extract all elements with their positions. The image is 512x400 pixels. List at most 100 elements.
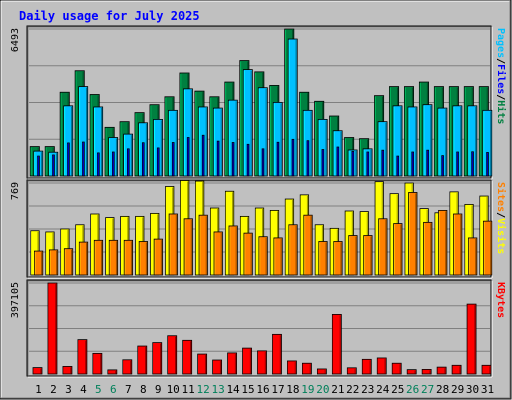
bar-pages-day-31 <box>486 152 489 177</box>
bar-sites-day-25 <box>393 223 403 276</box>
bar-sites-day-19 <box>303 214 313 276</box>
bar-sites-day-5 <box>93 239 104 276</box>
bar-kbytes-day-12 <box>197 353 208 375</box>
bar-kbytes-day-9 <box>152 342 163 375</box>
x-tick-label-day-8: 8 <box>140 383 147 396</box>
bar-kbytes-day-15 <box>242 347 252 375</box>
bar-kbytes-day-29 <box>451 364 462 375</box>
bar-pages-day-28 <box>441 155 444 177</box>
bar-sites-day-10 <box>168 213 178 276</box>
x-tick-label-day-26: 26 <box>406 383 419 396</box>
bar-kbytes-day-19 <box>302 362 312 375</box>
panel-legend: Pages/Files/Hits <box>495 28 507 124</box>
bar-pages-day-3 <box>67 142 70 177</box>
panel-legend: Sites/Visits <box>495 182 507 254</box>
bar-pages-day-21 <box>336 146 340 177</box>
bar-sites-day-14 <box>228 225 238 276</box>
bar-sites-day-29 <box>453 213 463 276</box>
bar-pages-day-8 <box>141 142 145 177</box>
x-tick-label-day-31: 31 <box>481 383 494 396</box>
x-tick-label-day-25: 25 <box>391 383 404 396</box>
bar-pages-day-10 <box>171 142 175 177</box>
x-tick-label-day-3: 3 <box>65 383 72 396</box>
bar-files-day-11 <box>183 88 193 177</box>
x-tick-label-day-21: 21 <box>331 383 344 396</box>
bar-pages-day-25 <box>396 155 400 177</box>
x-tick-label-day-28: 28 <box>436 383 449 396</box>
bar-sites-day-22 <box>348 235 358 276</box>
bar-kbytes-day-13 <box>212 359 223 375</box>
x-tick-label-day-7: 7 <box>125 383 132 396</box>
x-tick-label-day-23: 23 <box>361 383 374 396</box>
bar-kbytes-day-20 <box>316 368 327 375</box>
y-max-label: 397105 <box>10 282 21 318</box>
bar-pages-day-24 <box>381 149 385 177</box>
bar-sites-day-26 <box>408 192 418 276</box>
x-tick-label-day-24: 24 <box>376 383 390 396</box>
bar-kbytes-day-7 <box>122 359 133 375</box>
bar-kbytes-day-25 <box>391 362 402 375</box>
bar-kbytes-day-11 <box>182 339 193 375</box>
x-tick-label-day-1: 1 <box>35 383 42 396</box>
bar-sites-day-17 <box>273 237 283 276</box>
bar-kbytes-day-2 <box>47 282 58 375</box>
x-tick-label-day-16: 16 <box>256 383 269 396</box>
bar-kbytes-day-30 <box>466 303 477 375</box>
legend-separator: / <box>495 94 506 100</box>
x-tick-label-day-20: 20 <box>316 383 329 396</box>
bar-pages-day-4 <box>82 141 85 177</box>
bar-pages-day-19 <box>306 140 310 177</box>
bar-kbytes-day-3 <box>62 366 73 375</box>
bar-pages-day-15 <box>246 143 250 177</box>
x-axis-labels: 1 2 3 4 5 6 7 8 9 10 11 12 13 14 15 16 17 18 19 20 21 22 23 24 2… <box>35 383 494 396</box>
bar-sites-day-11 <box>183 218 193 276</box>
bar-kbytes-day-22 <box>346 367 357 375</box>
bar-pages-day-9 <box>156 147 160 177</box>
x-tick-label-day-18: 18 <box>286 383 299 396</box>
bar-kbytes-day-28 <box>436 366 447 375</box>
x-tick-label-day-12: 12 <box>197 383 210 396</box>
bar-pages-day-23 <box>366 151 370 177</box>
bar-sites-day-4 <box>78 241 89 276</box>
bar-kbytes-day-21 <box>331 314 342 375</box>
bar-sites-day-27 <box>423 221 433 276</box>
bar-pages-day-27 <box>426 149 429 177</box>
bar-files-day-20 <box>317 119 328 177</box>
legend-entry-pages: Pages <box>495 28 506 58</box>
bar-sites-day-31 <box>483 220 493 276</box>
legend-entry-files: Files <box>495 64 507 94</box>
bar-sites-day-8 <box>138 241 148 276</box>
x-tick-label-day-17: 17 <box>271 383 284 396</box>
bar-sites-day-30 <box>468 237 478 276</box>
bar-pages-day-16 <box>261 148 265 177</box>
x-tick-label-day-6: 6 <box>110 383 117 396</box>
bar-sites-day-24 <box>378 218 388 276</box>
x-tick-label-day-29: 29 <box>451 383 464 396</box>
bar-pages-day-14 <box>231 142 235 177</box>
panel-legend: KBytes <box>495 282 506 318</box>
bar-pages-day-5 <box>97 152 100 177</box>
x-tick-label-day-13: 13 <box>211 383 224 396</box>
bar-kbytes-day-31 <box>481 364 492 375</box>
bar-pages-day-22 <box>351 150 355 177</box>
x-tick-label-day-5: 5 <box>95 383 102 396</box>
bar-pages-day-7 <box>127 148 130 177</box>
x-tick-label-day-10: 10 <box>167 383 180 396</box>
bar-sites-day-12 <box>198 214 208 276</box>
bar-kbytes-day-26 <box>406 369 417 375</box>
chart-title: Daily usage for July 2025 <box>19 9 200 23</box>
x-tick-label-day-19: 19 <box>301 383 314 396</box>
panel-kbytes: 397105 KBytes <box>10 279 506 378</box>
x-tick-label-day-15: 15 <box>241 383 254 396</box>
panel-visits-sites: 769 Sites/Visits <box>10 179 507 279</box>
bar-pages-day-6 <box>112 151 115 177</box>
bar-sites-day-2 <box>48 249 59 276</box>
y-max-label: 769 <box>10 182 21 200</box>
legend-separator: / <box>495 58 506 64</box>
legend-entry-sites: Sites <box>495 182 507 212</box>
x-tick-label-day-14: 14 <box>226 383 240 396</box>
bar-kbytes-day-27 <box>421 369 432 375</box>
bar-kbytes-day-18 <box>287 360 297 375</box>
bar-pages-day-26 <box>411 151 414 177</box>
